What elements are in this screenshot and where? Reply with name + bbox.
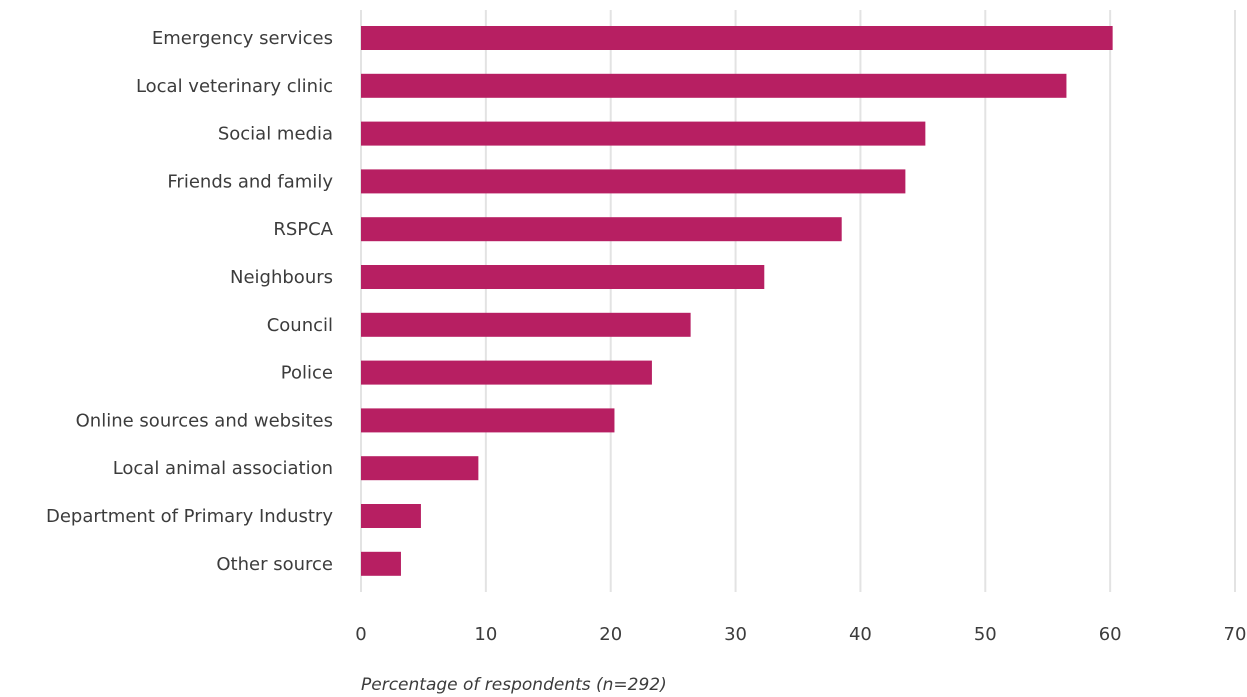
category-label: Local veterinary clinic: [136, 76, 333, 97]
category-label: Council: [267, 315, 333, 336]
category-label: Emergency services: [152, 28, 333, 49]
bar: [361, 73, 1067, 98]
bar: [361, 169, 906, 194]
category-label: Other source: [216, 554, 333, 575]
x-tick-label: 50: [974, 624, 997, 645]
category-label: Online sources and websites: [76, 410, 333, 431]
x-tick-label: 70: [1224, 624, 1247, 645]
category-label: Department of Primary Industry: [46, 506, 333, 527]
gridlines: [360, 10, 1236, 592]
x-tick-label: 0: [355, 624, 366, 645]
bar: [361, 408, 615, 433]
bar: [361, 26, 1113, 50]
bar: [361, 456, 479, 481]
bar: [361, 121, 926, 146]
x-tick-label: 10: [474, 624, 497, 645]
bar: [361, 217, 842, 242]
x-tick-label: 40: [849, 624, 872, 645]
x-axis-title: Percentage of respondents (n=292): [361, 675, 667, 695]
category-label: RSPCA: [273, 219, 333, 240]
category-label: Friends and family: [167, 171, 333, 192]
bar: [361, 551, 401, 576]
bar: [361, 265, 765, 289]
x-tick-label: 60: [1099, 624, 1122, 645]
category-label: Neighbours: [230, 267, 333, 288]
bar: [361, 312, 691, 337]
category-labels: Emergency services Local veterinary clini…: [46, 28, 334, 575]
x-tick-labels: 0 10 20 30 40 50 60 70: [355, 624, 1246, 645]
bar: [361, 360, 652, 385]
x-tick-label: 20: [599, 624, 622, 645]
category-label: Local animal association: [113, 458, 333, 479]
bar: [361, 504, 421, 528]
category-label: Social media: [218, 124, 333, 145]
category-label: Police: [281, 363, 333, 384]
bars: [361, 26, 1113, 576]
x-tick-label: 30: [724, 624, 747, 645]
